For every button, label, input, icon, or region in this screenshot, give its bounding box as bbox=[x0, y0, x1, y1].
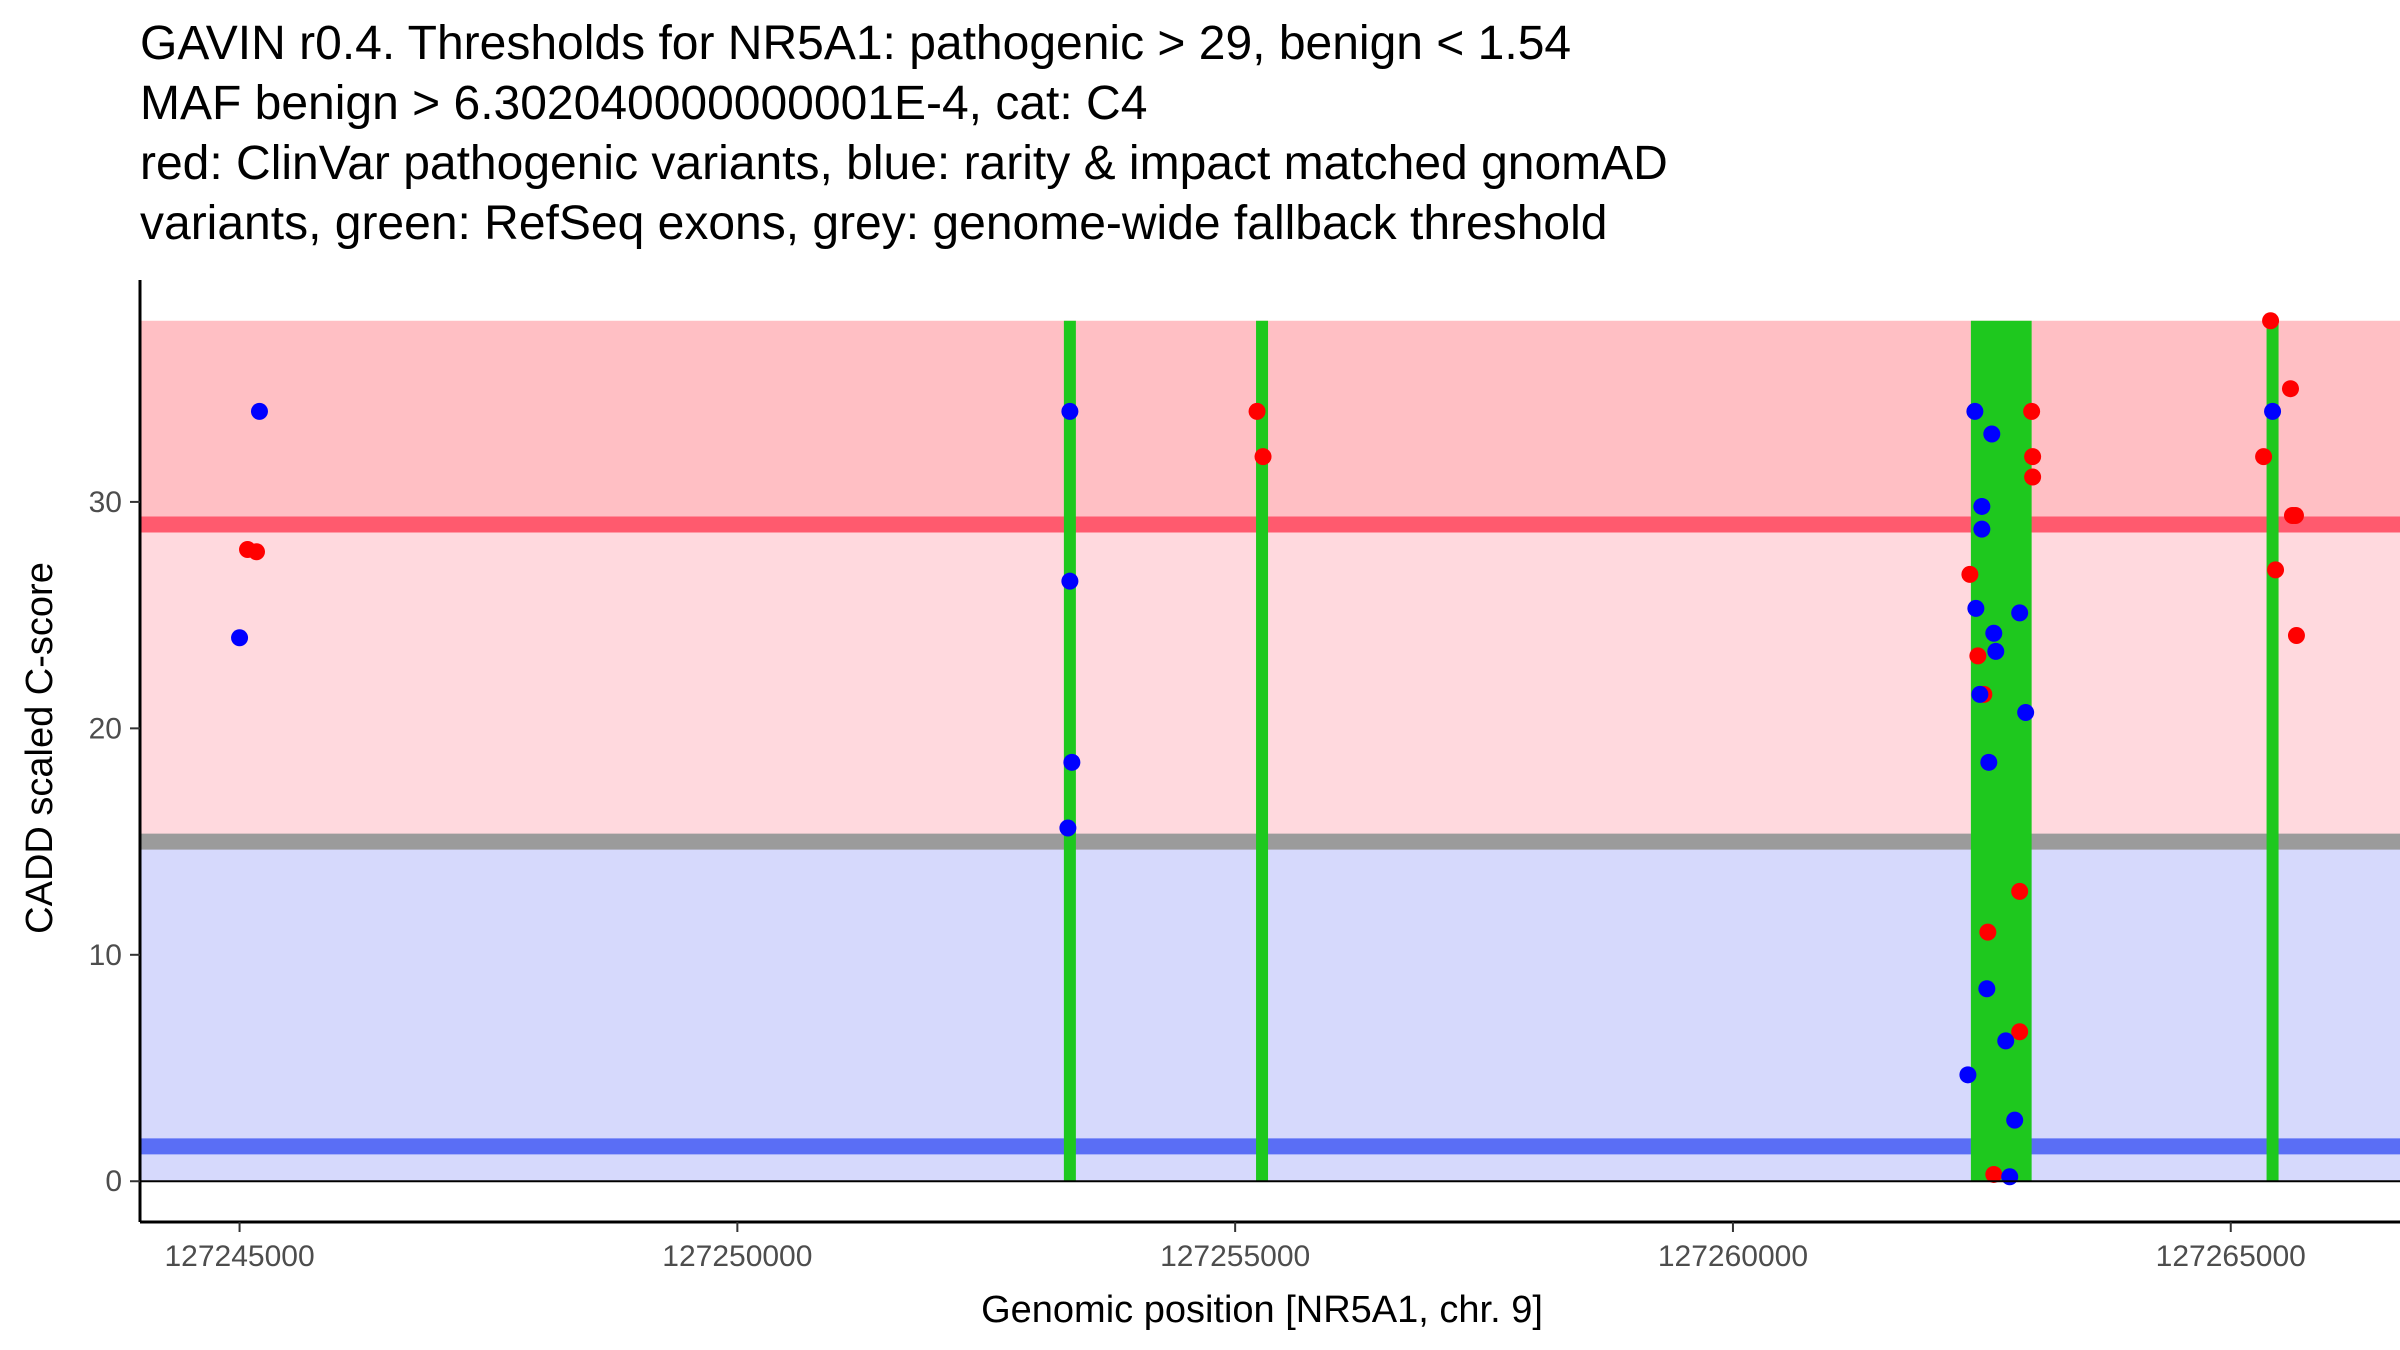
gnomad-point bbox=[1983, 425, 2001, 443]
gnomad-point bbox=[1997, 1032, 2015, 1050]
chart-title: GAVIN r0.4. Thresholds for NR5A1: pathog… bbox=[140, 14, 1668, 254]
exon-4 bbox=[2266, 320, 2279, 1182]
x-axis-title: Genomic position [NR5A1, chr. 9] bbox=[981, 1289, 1543, 1331]
exon-2 bbox=[1256, 320, 1269, 1182]
gnomad-point bbox=[1061, 572, 1079, 590]
clinvar-point bbox=[2023, 402, 2041, 420]
clinvar-point bbox=[1248, 402, 1266, 420]
x-tick-label: 127260000 bbox=[1658, 1240, 1808, 1273]
exon-1 bbox=[1063, 320, 1076, 1182]
clinvar-point bbox=[2262, 312, 2280, 330]
gnomad-point bbox=[1063, 753, 1081, 771]
clinvar-point bbox=[2011, 882, 2029, 900]
gnomad-point bbox=[1973, 497, 1991, 515]
gnomad-point bbox=[1059, 819, 1077, 837]
title-line-2: MAF benign > 6.302040000000001E-4, cat: … bbox=[140, 77, 1148, 130]
points-layer bbox=[231, 312, 2305, 1186]
exon-3 bbox=[1970, 320, 2032, 1182]
gnomad-point bbox=[1959, 1066, 1977, 1084]
clinvar-point bbox=[1979, 923, 1997, 941]
gnomad-point bbox=[250, 402, 268, 420]
gnomad-point bbox=[1966, 402, 1984, 420]
gnomad-point bbox=[2264, 402, 2282, 420]
clinvar-point bbox=[2024, 468, 2042, 486]
gnomad-point bbox=[231, 629, 249, 647]
gnomad-point bbox=[1971, 685, 1989, 703]
gnomad-point bbox=[1978, 980, 1996, 998]
title-line-1: GAVIN r0.4. Thresholds for NR5A1: pathog… bbox=[140, 17, 1572, 70]
x-tick-label: 127255000 bbox=[1160, 1240, 1310, 1273]
clinvar-point bbox=[1985, 1165, 2003, 1183]
x-tick-label: 127245000 bbox=[164, 1240, 314, 1273]
gnomad-point bbox=[1973, 520, 1991, 538]
gnomad-point bbox=[1987, 642, 2005, 660]
gnomad-point bbox=[2017, 704, 2035, 722]
gnomad-point bbox=[2001, 1168, 2019, 1186]
clinvar-point bbox=[1969, 647, 1987, 665]
clinvar-point bbox=[2287, 627, 2305, 645]
axes-layer: 0 10 20 30 127245000 127250000 127255000 127260… bbox=[89, 280, 2400, 1273]
gnomad-point bbox=[1061, 402, 1079, 420]
gnomad-point bbox=[1985, 624, 2003, 642]
gnomad-point bbox=[2011, 604, 2029, 622]
clinvar-point bbox=[2286, 507, 2304, 524]
gnomad-point bbox=[1980, 753, 1998, 771]
clinvar-point bbox=[2267, 561, 2285, 579]
y-axis-title: CADD scaled C-score bbox=[19, 562, 61, 934]
region-pathogenic bbox=[140, 320, 2400, 525]
regions-layer bbox=[140, 320, 2400, 1182]
gnomad-point bbox=[1967, 599, 1985, 617]
region-vus bbox=[140, 524, 2400, 842]
clinvar-point bbox=[2011, 1023, 2029, 1041]
clinvar-point bbox=[2024, 448, 2042, 466]
clinvar-point bbox=[247, 543, 265, 561]
clinvar-point bbox=[2281, 380, 2299, 398]
x-tick-label: 127265000 bbox=[2156, 1240, 2306, 1273]
x-tick-label: 127250000 bbox=[662, 1240, 812, 1273]
clinvar-point bbox=[1254, 448, 1272, 466]
region-benign bbox=[140, 841, 2400, 1182]
gnomad-point bbox=[2006, 1111, 2024, 1129]
title-line-3: red: ClinVar pathogenic variants, blue: … bbox=[140, 137, 1668, 190]
title-line-4: variants, green: RefSeq exons, grey: gen… bbox=[140, 197, 1608, 250]
y-tick-label: 0 bbox=[105, 1165, 122, 1198]
y-tick-label: 30 bbox=[89, 486, 122, 519]
clinvar-point bbox=[2255, 448, 2273, 466]
y-tick-label: 20 bbox=[89, 712, 122, 745]
y-tick-label: 10 bbox=[89, 939, 122, 972]
clinvar-point bbox=[1961, 565, 1979, 583]
